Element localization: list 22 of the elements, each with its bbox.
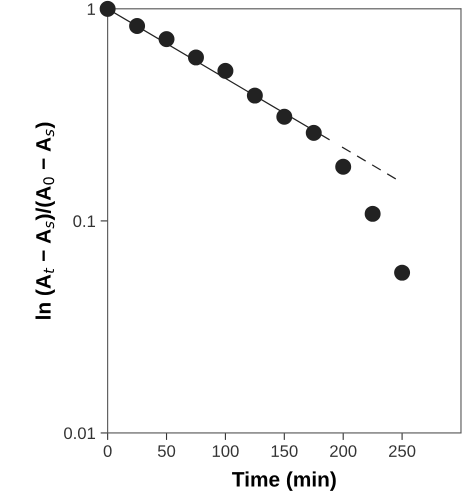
point [276, 108, 292, 125]
point [246, 88, 263, 104]
point [100, 0, 116, 17]
point [217, 62, 234, 79]
point [394, 264, 410, 281]
point [306, 124, 322, 141]
point [364, 206, 381, 222]
point [335, 158, 352, 175]
point [129, 18, 146, 34]
point [188, 49, 204, 66]
point [158, 31, 175, 48]
text: ln (A$_{t}$ − A$_{s}$)/(A$_{0}$ − A$_{s}$) [35, 122, 55, 319]
x-tick-label: 100 [212, 445, 239, 458]
x-tick-label: 250 [389, 445, 416, 458]
y-tick-label: 0.01 [64, 427, 96, 440]
x-tick-label: 200 [330, 445, 356, 458]
y-tick-label: 1 [88, 3, 96, 15]
x-tick-label: 150 [272, 445, 298, 458]
x-tick-label: 50 [158, 445, 176, 458]
x-tick-label: 0 [104, 445, 112, 458]
y-tick-label: 0.1 [73, 215, 96, 228]
x-axis-title: Time (min) [232, 471, 336, 491]
